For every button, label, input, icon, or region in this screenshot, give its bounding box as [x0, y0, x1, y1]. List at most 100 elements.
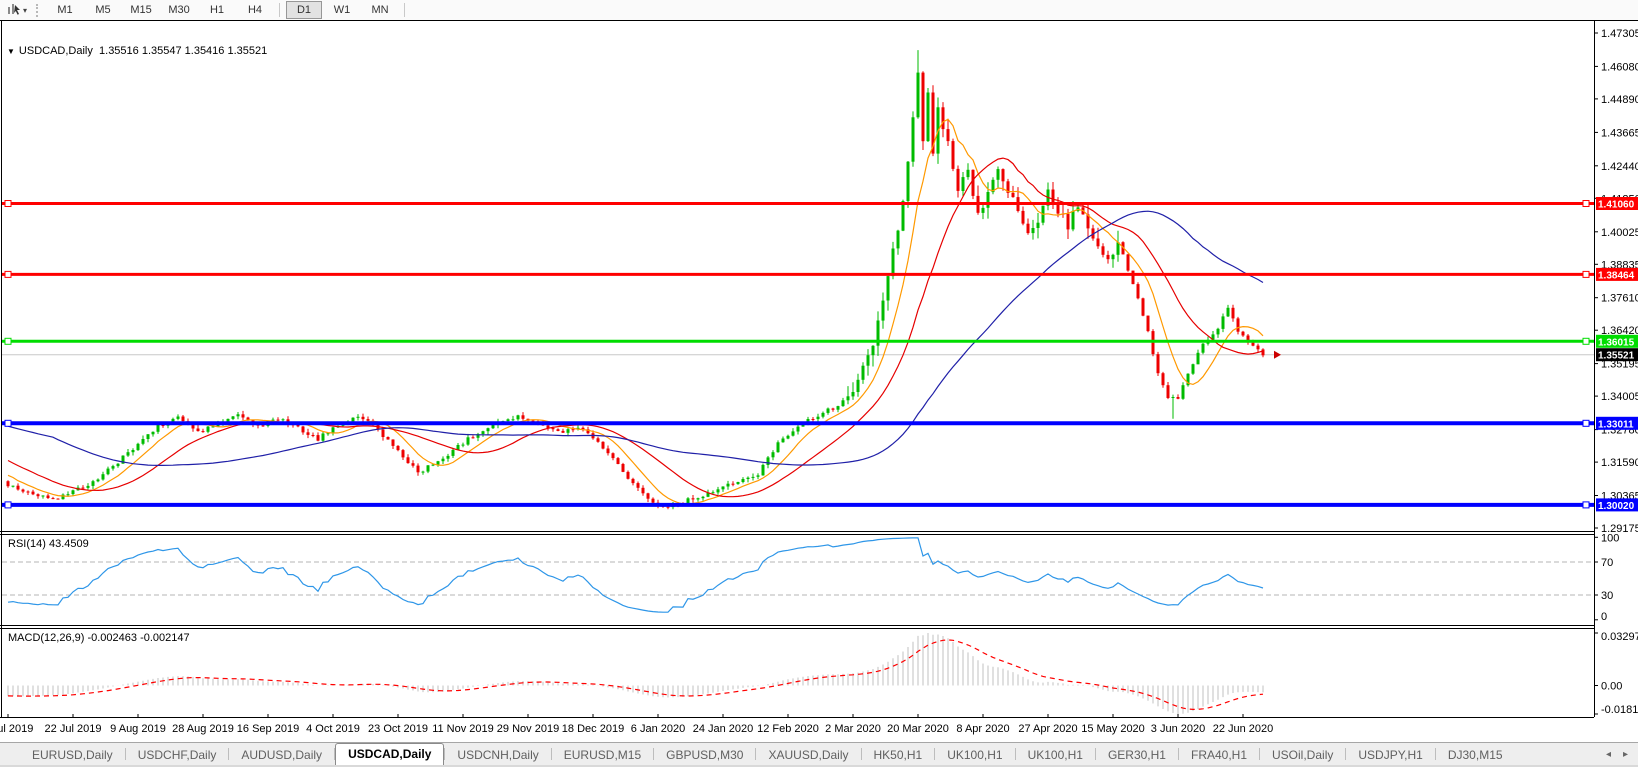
timeframe-button-m5[interactable]: M5: [95, 4, 111, 16]
price-axis: 1.473051.460801.448901.436651.424401.412…: [1594, 28, 1638, 535]
date-axis-label: 18 Dec 2019: [561, 723, 625, 735]
date-axis-label: 11 Nov 2019: [432, 723, 494, 735]
chart-tab-uk100-h1[interactable]: UK100,H1: [947, 748, 1003, 762]
chart-tab-fra40-h1[interactable]: FRA40,H1: [1190, 748, 1248, 762]
toolbar-grip[interactable]: [36, 3, 39, 17]
tab-scroll-right-icon[interactable]: ▸: [1622, 748, 1628, 760]
price-tag-1.33011: 1.33011: [1596, 416, 1638, 430]
horizontal-line-1.33011[interactable]: [2, 419, 1594, 427]
tab-separator: [860, 748, 862, 760]
price-pointer-icon: [1274, 350, 1281, 359]
rsi-axis-label: 0: [1601, 611, 1607, 623]
chart-tab-eurusd-daily[interactable]: EURUSD,Daily: [32, 748, 113, 762]
price-axis-tick: 1.36420: [1601, 325, 1638, 337]
chart-tab-ger30-h1[interactable]: GER30,H1: [1107, 748, 1166, 762]
chart-tab-eurusd-m15[interactable]: EURUSD,M15: [563, 748, 642, 762]
chart-tab-usdchf-daily[interactable]: USDCHF,Daily: [137, 748, 217, 762]
timeframe-button-h4[interactable]: H4: [247, 4, 263, 16]
horizontal-line-1.4106[interactable]: [2, 200, 1594, 207]
price-tag-1.30020: 1.30020: [1596, 498, 1638, 512]
tab-separator: [550, 748, 552, 760]
tab-separator: [228, 748, 230, 760]
chart-tab-audusd-daily[interactable]: AUDUSD,Daily: [241, 748, 323, 762]
date-axis-label: 24 Jan 2020: [692, 723, 754, 735]
date-axis-label: 22 Jul 2019: [44, 723, 102, 735]
timeframe-button-d1[interactable]: D1: [286, 1, 323, 19]
chart-ohlc-quotes: 1.35516 1.35547 1.35416 1.35521: [99, 45, 268, 57]
macd-axis-label: 0.00: [1601, 681, 1622, 693]
cursor-tool-button[interactable]: ▾: [5, 2, 27, 19]
timeframe-button-m30[interactable]: M30: [168, 4, 190, 16]
tab-separator: [334, 748, 336, 760]
line-handle: [4, 337, 12, 345]
date-axis-label: 27 Apr 2020: [1018, 723, 1078, 735]
price-axis-tick: 1.42440: [1601, 161, 1638, 173]
timeframe-button-mn[interactable]: MN: [371, 4, 389, 16]
chart-title: ▼ USDCAD,Daily 1.35516 1.35547 1.35416 1.…: [7, 45, 267, 57]
moving-average-lines: [7, 118, 1264, 505]
tab-separator: [1434, 748, 1436, 760]
tab-separator: [1345, 748, 1347, 760]
macd-axis-label: 0.032972: [1601, 631, 1638, 643]
horizontal-line-1.3002[interactable]: [2, 501, 1594, 509]
horizontal-line-1.36015[interactable]: [2, 337, 1594, 345]
price-tag-1.36015: 1.36015: [1596, 334, 1638, 348]
date-axis-label: 12 Feb 2020: [757, 723, 819, 735]
date-axis[interactable]: 3 Jul 2019 22 Jul 2019 9 Aug 2019 28 Aug 20…: [0, 718, 1638, 742]
chart-tab-xauusd-daily[interactable]: XAUUSD,Daily: [768, 748, 849, 762]
price-axis-tick: 1.40025: [1601, 227, 1638, 239]
macd-indicator-label: MACD(12,26,9) -0.002463 -0.002147: [8, 632, 190, 644]
date-axis-label: 29 Nov 2019: [496, 723, 560, 735]
date-axis-ticks: [7, 714, 1244, 717]
chart-tab-dj30-m15[interactable]: DJ30,M15: [1447, 748, 1503, 762]
price-tag-1.38464: 1.38464: [1596, 267, 1638, 281]
date-axis-label: 4 Oct 2019: [306, 723, 360, 735]
toolbar-separator: [279, 3, 281, 17]
chart-tab-gbpusd-m30[interactable]: GBPUSD,M30: [666, 748, 744, 762]
tab-separator: [1259, 748, 1261, 760]
rsi-line: [7, 537, 1264, 613]
chart-tab-usdjpy-h1[interactable]: USDJPY,H1: [1358, 748, 1423, 762]
timeframe-button-m15[interactable]: M15: [130, 4, 152, 16]
svg-text:1.35521: 1.35521: [1598, 351, 1635, 362]
tab-separator: [1014, 748, 1016, 760]
chart-window: 1.473051.460801.448901.436651.424401.412…: [0, 20, 1638, 718]
date-axis-label: 8 Apr 2020: [956, 723, 1010, 735]
timeframe-button-w1[interactable]: W1: [333, 4, 351, 16]
date-axis-label: 3 Jul 2019: [0, 723, 34, 735]
price-axis-tick: 1.44890: [1601, 94, 1638, 106]
chart-tab-usdcad-daily[interactable]: USDCAD,Daily: [335, 743, 445, 765]
line-handle: [4, 419, 12, 427]
timeframe-button-h1[interactable]: H1: [209, 4, 225, 16]
tab-separator: [653, 748, 655, 760]
line-handle: [1582, 419, 1590, 427]
chart-tab-bar: EURUSD,Daily USDCHF,Daily AUDUSD,Daily USDC…: [0, 742, 1638, 765]
chart-canvas[interactable]: 1.473051.460801.448901.436651.424401.412…: [0, 20, 1638, 718]
ohlc-collapse-icon[interactable]: ▼: [7, 47, 15, 56]
svg-text:1.30020: 1.30020: [1598, 501, 1635, 512]
macd-axis-label: -0.018154: [1601, 704, 1638, 716]
rsi-axis-label: 30: [1601, 590, 1613, 602]
chart-tab-usdcnh-daily[interactable]: USDCNH,Daily: [457, 748, 539, 762]
timeframe-buttons: M1 M5 M15 M30 H1 H4 D1 W1 MN: [46, 1, 410, 19]
bottom-strip: [0, 765, 1638, 767]
chart-tab-usoil-daily[interactable]: USOil,Daily: [1272, 748, 1334, 762]
date-axis-label: 15 May 2020: [1081, 723, 1145, 735]
tab-separator: [1094, 748, 1096, 760]
macd-pane: 0.032972 0.00 -0.018154: [7, 631, 1638, 716]
chart-tab-uk100-h1[interactable]: UK100,H1: [1027, 748, 1083, 762]
svg-text:1.41060: 1.41060: [1598, 200, 1635, 211]
tab-separator: [1177, 748, 1179, 760]
line-handle: [4, 200, 12, 207]
date-axis-label: 9 Aug 2019: [110, 723, 166, 735]
svg-text:1.38464: 1.38464: [1598, 270, 1635, 281]
line-handle: [4, 270, 12, 278]
tab-scroll-left-icon[interactable]: ◂: [1605, 748, 1611, 760]
timeframe-button-m1[interactable]: M1: [57, 4, 73, 16]
chart-tab-hk50-h1[interactable]: HK50,H1: [873, 748, 923, 762]
timeframe-toolbar: ▾ M1 M5 M15 M30 H1 H4 D1 W1 MN: [0, 0, 1638, 20]
horizontal-line-1.38464[interactable]: [2, 270, 1594, 278]
chart-frame: [0, 20, 1638, 718]
line-handle: [1582, 337, 1590, 345]
line-handle: [1582, 501, 1590, 509]
